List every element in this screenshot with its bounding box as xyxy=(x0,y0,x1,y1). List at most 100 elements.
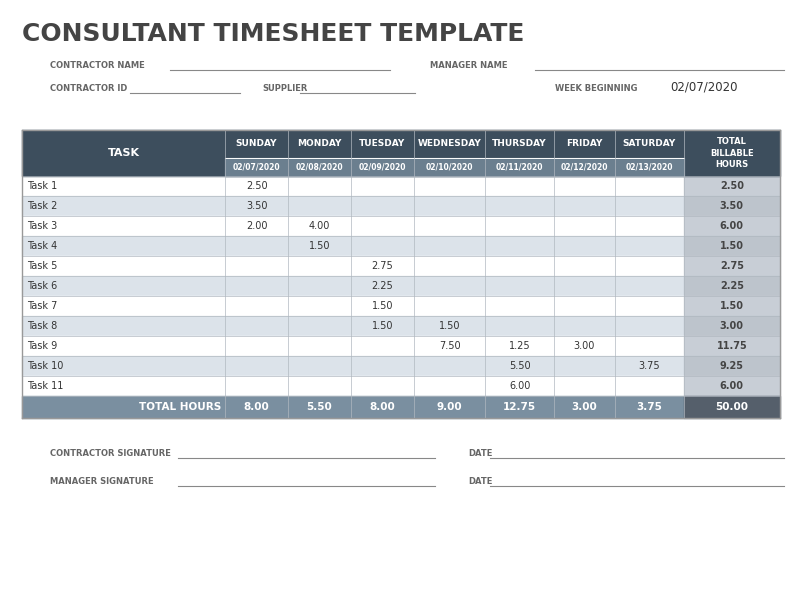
Text: 02/07/2020: 02/07/2020 xyxy=(670,80,737,93)
Text: SUNDAY: SUNDAY xyxy=(236,140,277,148)
Text: TUESDAY: TUESDAY xyxy=(359,140,405,148)
Text: 2.75: 2.75 xyxy=(372,261,393,271)
Text: 11.75: 11.75 xyxy=(717,341,747,351)
Text: 02/13/2020: 02/13/2020 xyxy=(625,163,673,171)
Text: FRIDAY: FRIDAY xyxy=(567,140,603,148)
Bar xyxy=(22,256,683,276)
Bar xyxy=(22,176,683,196)
Bar xyxy=(683,216,780,236)
Text: 12.75: 12.75 xyxy=(503,402,536,412)
Text: DATE: DATE xyxy=(468,477,492,486)
Text: 6.00: 6.00 xyxy=(720,221,744,231)
Text: 3.75: 3.75 xyxy=(638,361,660,371)
Text: 1.25: 1.25 xyxy=(509,341,530,351)
Text: Task 3: Task 3 xyxy=(27,221,57,231)
Text: 4.00: 4.00 xyxy=(309,221,330,231)
Text: Task 7: Task 7 xyxy=(27,301,57,311)
Text: CONTRACTOR NAME: CONTRACTOR NAME xyxy=(50,61,145,70)
Text: 2.25: 2.25 xyxy=(720,281,744,291)
Text: Task 8: Task 8 xyxy=(27,321,57,331)
Text: 1.50: 1.50 xyxy=(372,321,393,331)
Text: 2.25: 2.25 xyxy=(372,281,393,291)
Text: MONDAY: MONDAY xyxy=(297,140,342,148)
Bar xyxy=(22,130,780,176)
Bar xyxy=(22,336,683,356)
Text: 02/08/2020: 02/08/2020 xyxy=(296,163,343,171)
Text: 7.50: 7.50 xyxy=(438,341,460,351)
Text: SUPPLIER: SUPPLIER xyxy=(262,84,307,93)
Text: Task 2: Task 2 xyxy=(27,201,57,211)
Bar xyxy=(683,356,780,376)
Text: 3.00: 3.00 xyxy=(574,341,595,351)
Text: 9.00: 9.00 xyxy=(437,402,463,412)
Text: Task 1: Task 1 xyxy=(27,181,57,191)
Bar xyxy=(683,316,780,336)
Bar xyxy=(22,296,683,316)
Bar xyxy=(683,276,780,296)
Bar xyxy=(225,158,683,176)
Bar xyxy=(22,316,683,336)
Text: 2.00: 2.00 xyxy=(246,221,268,231)
Text: 9.25: 9.25 xyxy=(720,361,744,371)
Text: Task 6: Task 6 xyxy=(27,281,57,291)
Text: CONSULTANT TIMESHEET TEMPLATE: CONSULTANT TIMESHEET TEMPLATE xyxy=(22,22,525,46)
Text: 6.00: 6.00 xyxy=(720,381,744,391)
Bar xyxy=(22,276,683,296)
Text: 3.75: 3.75 xyxy=(636,402,663,412)
Text: 50.00: 50.00 xyxy=(716,402,748,412)
Text: 2.50: 2.50 xyxy=(720,181,744,191)
Bar xyxy=(683,376,780,396)
Text: 02/12/2020: 02/12/2020 xyxy=(561,163,609,171)
Text: 5.50: 5.50 xyxy=(509,361,530,371)
Bar xyxy=(683,176,780,196)
Text: 6.00: 6.00 xyxy=(509,381,530,391)
Text: Task 4: Task 4 xyxy=(27,241,57,251)
Bar xyxy=(22,216,683,236)
Text: CONTRACTOR SIGNATURE: CONTRACTOR SIGNATURE xyxy=(50,449,171,458)
Text: MANAGER NAME: MANAGER NAME xyxy=(430,61,508,70)
Text: 02/11/2020: 02/11/2020 xyxy=(496,163,543,171)
Text: 1.50: 1.50 xyxy=(309,241,330,251)
Text: 1.50: 1.50 xyxy=(372,301,393,311)
Text: MANAGER SIGNATURE: MANAGER SIGNATURE xyxy=(50,477,154,486)
Text: 8.00: 8.00 xyxy=(243,402,269,412)
Bar xyxy=(22,356,683,376)
Bar xyxy=(683,296,780,316)
Bar xyxy=(22,396,683,418)
Text: TOTAL HOURS: TOTAL HOURS xyxy=(139,402,221,412)
Bar xyxy=(22,196,683,216)
Text: SATURDAY: SATURDAY xyxy=(622,140,676,148)
Bar xyxy=(683,336,780,356)
Text: 2.50: 2.50 xyxy=(246,181,268,191)
Bar xyxy=(683,396,780,418)
Text: 2.75: 2.75 xyxy=(720,261,744,271)
Text: 5.50: 5.50 xyxy=(306,402,332,412)
Text: WEEK BEGINNING: WEEK BEGINNING xyxy=(555,84,638,93)
Text: 3.00: 3.00 xyxy=(720,321,744,331)
Bar xyxy=(683,256,780,276)
Text: 02/07/2020: 02/07/2020 xyxy=(233,163,280,171)
Text: TASK: TASK xyxy=(107,148,139,158)
Text: Task 9: Task 9 xyxy=(27,341,57,351)
Bar xyxy=(22,376,683,396)
Text: 02/09/2020: 02/09/2020 xyxy=(359,163,406,171)
Text: DATE: DATE xyxy=(468,449,492,458)
Text: THURSDAY: THURSDAY xyxy=(492,140,547,148)
Text: 3.50: 3.50 xyxy=(246,201,268,211)
Text: Task 10: Task 10 xyxy=(27,361,64,371)
Bar xyxy=(683,196,780,216)
Text: Task 5: Task 5 xyxy=(27,261,57,271)
Text: 1.50: 1.50 xyxy=(438,321,460,331)
Text: 3.50: 3.50 xyxy=(720,201,744,211)
Text: 02/10/2020: 02/10/2020 xyxy=(426,163,473,171)
Text: 1.50: 1.50 xyxy=(720,241,744,251)
Bar xyxy=(683,236,780,256)
Text: Task 11: Task 11 xyxy=(27,381,64,391)
Text: 8.00: 8.00 xyxy=(370,402,395,412)
Text: 3.00: 3.00 xyxy=(571,402,597,412)
Text: 1.50: 1.50 xyxy=(720,301,744,311)
Text: WEDNESDAY: WEDNESDAY xyxy=(418,140,481,148)
Text: TOTAL
BILLABLE
HOURS: TOTAL BILLABLE HOURS xyxy=(710,137,754,169)
Text: CONTRACTOR ID: CONTRACTOR ID xyxy=(50,84,127,93)
Bar xyxy=(22,236,683,256)
